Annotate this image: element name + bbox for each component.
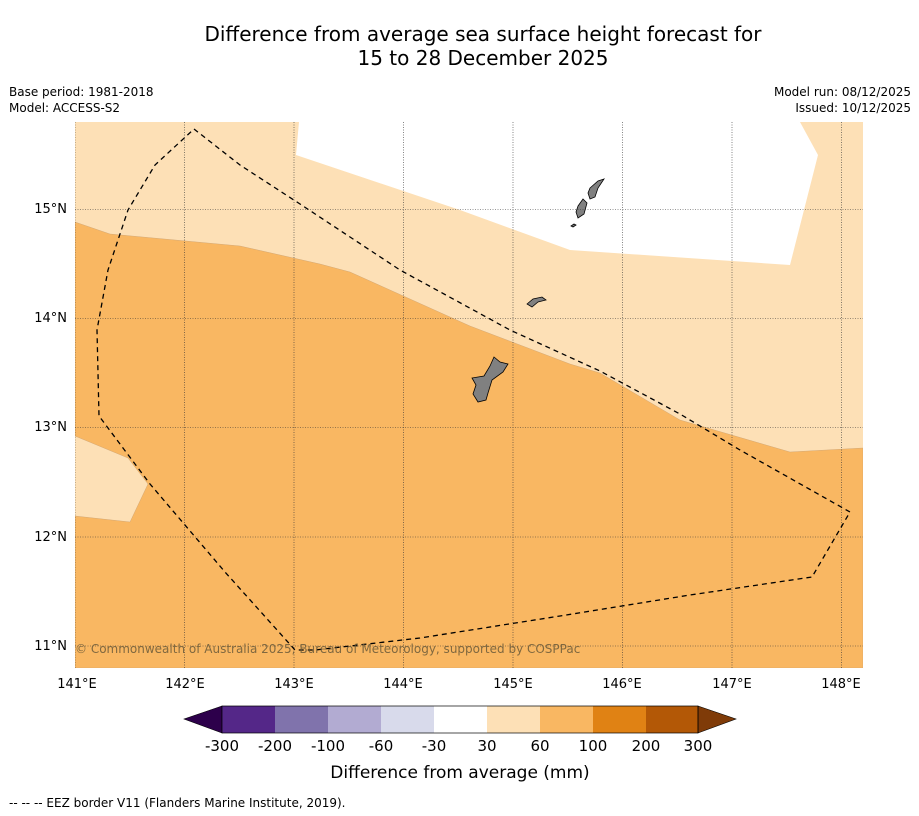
colorbar-ticks: -300 -200 -100 -60 -30 30 60 100 200 300 — [205, 737, 712, 755]
colorbar-segment — [593, 706, 646, 733]
lat-tick-label: 12°N — [34, 530, 67, 545]
colorbar: -300 -200 -100 -60 -30 30 60 100 200 300… — [183, 705, 737, 783]
meta-left: Base period: 1981-2018 Model: ACCESS-S2 — [9, 84, 154, 116]
eez-legend-note: -- -- -- EEZ border V11 (Flanders Marine… — [9, 796, 346, 810]
colorbar-outline — [221, 705, 699, 734]
colorbar-segment — [222, 706, 275, 733]
colorbar-max-extend — [697, 705, 737, 734]
band-60-100 — [75, 221, 863, 668]
colorbar-tick-label: -200 — [258, 737, 292, 755]
colorbar-tick-label: 60 — [530, 737, 549, 755]
band-neutral — [296, 122, 818, 265]
colorbar-tick-label: -100 — [311, 737, 345, 755]
model-run: Model run: 08/12/2025 — [773, 85, 911, 99]
island-saipan — [587, 178, 605, 200]
map-area: © Commonwealth of Australia 2025, Bureau… — [75, 122, 863, 668]
lon-tick-label: 146°E — [602, 677, 642, 692]
colorbar-segment — [434, 706, 487, 733]
colorbar-tick-label: -300 — [205, 737, 239, 755]
colorbar-tick-label: -30 — [422, 737, 447, 755]
island-rota — [526, 296, 547, 308]
island-guam — [471, 356, 509, 403]
colorbar-tick-label: 30 — [477, 737, 496, 755]
lat-tick-label: 14°N — [34, 311, 67, 326]
colorbar-segment — [487, 706, 540, 733]
colorbar-title: Difference from average (mm) — [330, 763, 589, 783]
base-period: Base period: 1981-2018 — [9, 85, 154, 99]
lon-tick-label: 148°E — [821, 677, 861, 692]
lat-tick-labels: 15°N 14°N 13°N 12°N 11°N — [34, 202, 67, 654]
island-tinian — [575, 198, 588, 219]
issued-date: Issued: 10/12/2025 — [795, 101, 911, 115]
colorbar-segment — [381, 706, 434, 733]
lon-tick-label: 147°E — [712, 677, 752, 692]
gridlines — [75, 122, 863, 668]
colorbar-tick-label: -60 — [369, 737, 394, 755]
copyright-text: © Commonwealth of Australia 2025, Bureau… — [75, 642, 580, 656]
colorbar-tick-label: 100 — [579, 737, 608, 755]
lat-tick-label: 11°N — [34, 639, 67, 654]
colorbar-segment — [328, 706, 381, 733]
colorbar-segment — [275, 706, 328, 733]
lon-tick-labels: 141°E 142°E 143°E 144°E 145°E 146°E 147°… — [57, 677, 861, 692]
title-line-1: Difference from average sea surface heig… — [204, 22, 762, 46]
island-aguijan — [570, 223, 577, 228]
lat-tick-label: 15°N — [34, 202, 67, 217]
model-name: Model: ACCESS-S2 — [9, 101, 121, 115]
map-title: Difference from average sea surface heig… — [0, 22, 919, 70]
colorbar-min-extend — [183, 705, 223, 734]
colorbar-tick-label: 200 — [632, 737, 661, 755]
colorbar-segment — [540, 706, 593, 733]
lon-tick-label: 143°E — [274, 677, 314, 692]
title-line-2: 15 to 28 December 2025 — [357, 46, 609, 70]
colorbar-segment — [646, 706, 698, 733]
eez-border — [96, 128, 851, 651]
lon-tick-label: 142°E — [165, 677, 205, 692]
lon-tick-label: 144°E — [383, 677, 423, 692]
lon-tick-label: 141°E — [57, 677, 97, 692]
lat-tick-label: 13°N — [34, 420, 67, 435]
lon-tick-label: 145°E — [493, 677, 533, 692]
colorbar-tick-label: 300 — [684, 737, 713, 755]
meta-right: Model run: 08/12/2025 Issued: 10/12/2025 — [774, 84, 911, 116]
